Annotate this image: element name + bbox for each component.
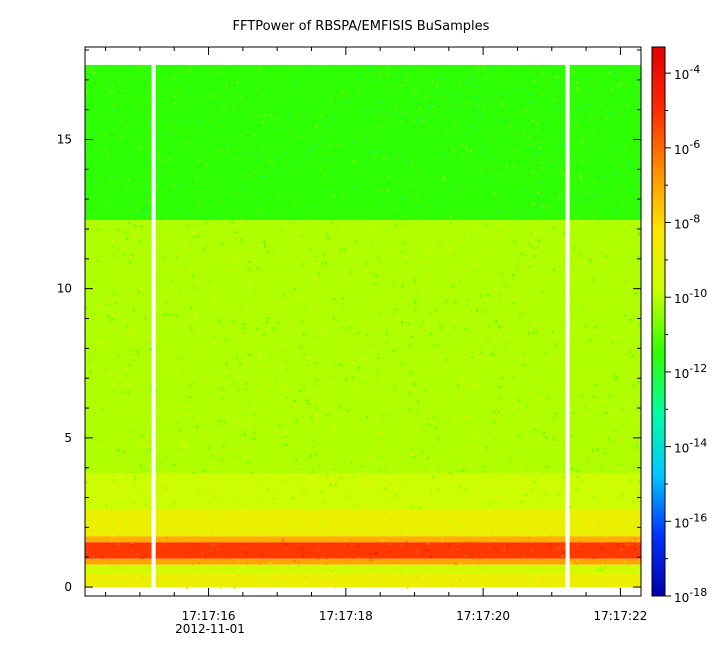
y-tick-label: 15 [57,132,72,146]
plot-frame [84,46,642,597]
heatmap-band [85,473,641,510]
heatmap-band [85,509,641,537]
heatmap-layer [85,64,641,589]
heatmap-texture [85,220,641,476]
colorbar-tick-label: 10-18 [674,586,707,605]
colorbar-tick-label: 10-10 [674,287,707,306]
chart-title: FFTPower of RBSPA/EMFISIS BuSamples [233,19,490,34]
heatmap-band [85,220,641,474]
heatmap-band [85,564,641,574]
heatmap-texture [85,65,641,222]
heatmap-band [85,542,641,559]
heatmap-texture [85,509,625,539]
colorbar-tick-label: 10-6 [674,138,700,157]
colorbar-tick-label: 10-12 [674,362,707,381]
heatmap-texture [94,573,641,589]
data-gap [565,64,570,588]
y-tick-label: 10 [57,282,72,296]
heatmap-band [85,573,641,588]
x-tick-label: 17:17:20 [456,609,510,623]
y-tick-label: 5 [64,431,72,445]
y-axis: 0 5 10 15 [57,49,641,594]
colorbar-tick-label: 10-16 [674,511,707,530]
heatmap-texture [106,564,634,576]
x-tick-label: 17:17:22 [593,609,647,623]
x-tick-label: 17:17:16 [182,609,236,623]
colorbar-tick-label: 10-8 [674,213,700,232]
colorbar-tick-label: 10-14 [674,437,707,456]
heatmap-band [85,558,641,565]
heatmap-texture [85,473,641,512]
x-date-label: 2012-11-01 [175,622,245,636]
heatmap-texture [85,542,640,561]
data-gaps [151,64,570,588]
data-gap [151,64,156,588]
colorbar-tick-label: 10-4 [674,63,700,82]
x-axis: 17:17:16 17:17:18 17:17:20 17:17:22 [105,47,647,623]
colorbar-ticks: 10-18 10-16 10-14 10-12 10-10 10-8 10-6 10-4 [665,63,707,605]
heatmap-band [85,536,641,543]
colorbar-scale [651,46,666,597]
colorbar [651,46,666,597]
heatmap-band [85,64,641,221]
x-tick-label: 17:17:18 [319,609,373,623]
y-tick-label: 0 [64,580,72,594]
